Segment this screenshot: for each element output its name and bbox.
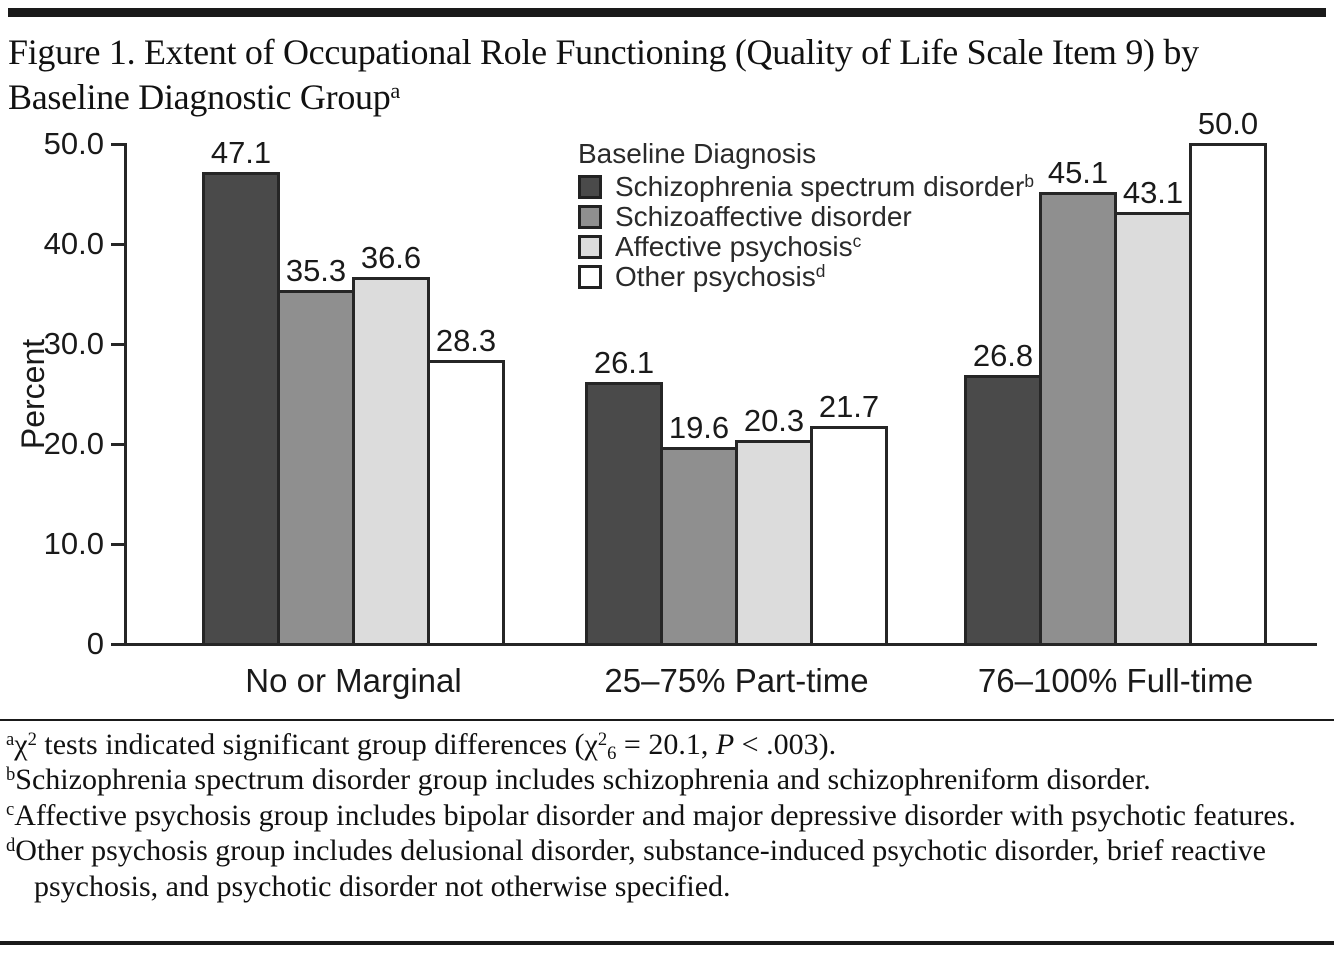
- bottom-rule: [0, 941, 1334, 945]
- top-rule: [8, 8, 1326, 17]
- text-segment: a: [6, 728, 15, 750]
- text-segment: d: [6, 834, 16, 856]
- figure-title: Figure 1. Extent of Occupational Role Fu…: [8, 30, 1332, 121]
- legend-label: Other psychosisd: [615, 261, 825, 293]
- divider-rule: [0, 719, 1334, 721]
- y-tick-label: 40.0: [43, 226, 104, 261]
- bar-2-3: [1039, 192, 1117, 643]
- text-segment: d: [815, 261, 826, 282]
- text-segment: tests indicated significant group differ…: [36, 728, 598, 761]
- text-segment: Affective psychosis: [615, 231, 853, 262]
- legend-row: Affective psychosisc: [578, 231, 1034, 263]
- footnote-b: bSchizophrenia spectrum disorder group i…: [6, 762, 1330, 797]
- y-tick-label: 50.0: [43, 126, 104, 161]
- bar-2-2: [660, 447, 738, 643]
- text-segment: Schizophrenia spectrum disorder: [615, 171, 1025, 202]
- footnote-c: cAffective psychosis group includes bipo…: [6, 798, 1330, 833]
- bar-4-3: [1189, 143, 1267, 643]
- text-segment: Affective psychosis group includes bipol…: [14, 798, 1296, 832]
- bar-value-label: 20.3: [743, 403, 805, 438]
- y-tick-label: 0: [86, 626, 104, 661]
- text-segment: 6: [607, 743, 617, 765]
- y-tick-label: 30.0: [43, 326, 104, 361]
- x-category-label: No or Marginal: [245, 662, 462, 699]
- legend-swatch-icon: [578, 205, 602, 229]
- legend-swatch-icon: [578, 175, 602, 199]
- bar-4-2: [810, 426, 888, 643]
- bar-value-label: 43.1: [1122, 175, 1184, 210]
- x-category-label: 25–75% Part-time: [604, 662, 869, 699]
- legend-row: Schizophrenia spectrum disorderb: [578, 171, 1034, 203]
- text-segment: Other psychosis: [615, 261, 816, 292]
- footnote-d: dOther psychosis group includes delusion…: [6, 833, 1330, 904]
- legend-label: Affective psychosisc: [615, 231, 861, 263]
- y-tick-label: 10.0: [43, 526, 104, 561]
- bar-value-label: 50.0: [1197, 106, 1259, 141]
- bar-4-1: [427, 360, 505, 643]
- text-segment: 2: [597, 728, 608, 750]
- bar-value-label: 26.8: [972, 338, 1034, 373]
- y-tick: [111, 343, 124, 346]
- bar-2-1: [277, 290, 355, 643]
- legend: Baseline Diagnosis Schizophrenia spectru…: [578, 136, 1034, 292]
- bar-value-label: 45.1: [1047, 155, 1109, 190]
- x-category-label: 76–100% Full-time: [977, 662, 1254, 699]
- legend-label: Schizophrenia spectrum disorderb: [615, 171, 1034, 203]
- y-tick: [111, 243, 124, 246]
- bar-value-label: 19.6: [668, 410, 730, 445]
- bar-1-1: [202, 172, 280, 643]
- bar-3-2: [735, 440, 813, 643]
- text-segment: 2: [27, 728, 37, 750]
- legend-row: Other psychosisd: [578, 261, 1034, 293]
- legend-row: Schizoaffective disorder: [578, 201, 1034, 233]
- bar-value-label: 35.3: [285, 253, 347, 288]
- y-tick: [111, 443, 124, 446]
- bar-3-1: [352, 277, 430, 643]
- y-tick: [111, 543, 124, 546]
- footnotes: aχ2 tests indicated significant group di…: [6, 727, 1330, 904]
- text-segment: Baseline Diagnostic Group: [8, 77, 391, 118]
- text-segment: Figure 1. Extent of Occupational Role Fu…: [8, 32, 1199, 72]
- bar-value-label: 36.6: [360, 240, 422, 275]
- legend-label: Schizoaffective disorder: [615, 201, 912, 233]
- y-tick: [111, 143, 124, 146]
- legend-title: Baseline Diagnosis: [578, 138, 817, 169]
- bar-value-label: 28.3: [435, 323, 497, 358]
- legend-swatch-icon: [578, 265, 602, 289]
- bar-value-label: 21.7: [818, 389, 880, 424]
- text-segment: c: [6, 799, 15, 821]
- text-segment: χ: [14, 728, 28, 761]
- text-segment: < .003).: [734, 728, 837, 761]
- y-tick-label: 20.0: [43, 426, 104, 461]
- bar-value-label: 47.1: [210, 135, 272, 170]
- x-axis-line: [124, 643, 1317, 646]
- text-segment: = 20.1,: [616, 728, 716, 761]
- text-segment: P: [715, 728, 735, 761]
- text-segment: Other psychosis group includes delusiona…: [15, 834, 1266, 903]
- text-segment: b: [6, 764, 16, 786]
- y-axis-line: [124, 143, 127, 646]
- text-segment: Schizophrenia spectrum disorder group in…: [15, 763, 1151, 797]
- bar-value-label: 26.1: [593, 345, 655, 380]
- bar-1-3: [964, 375, 1042, 643]
- y-tick: [111, 643, 124, 646]
- text-segment: c: [852, 231, 862, 252]
- text-segment: b: [1024, 171, 1034, 192]
- footnote-a: aχ2 tests indicated significant group di…: [6, 727, 1330, 765]
- text-segment: a: [390, 78, 401, 104]
- bar-3-3: [1114, 212, 1192, 643]
- legend-swatch-icon: [578, 235, 602, 259]
- text-segment: Schizoaffective disorder: [615, 201, 912, 232]
